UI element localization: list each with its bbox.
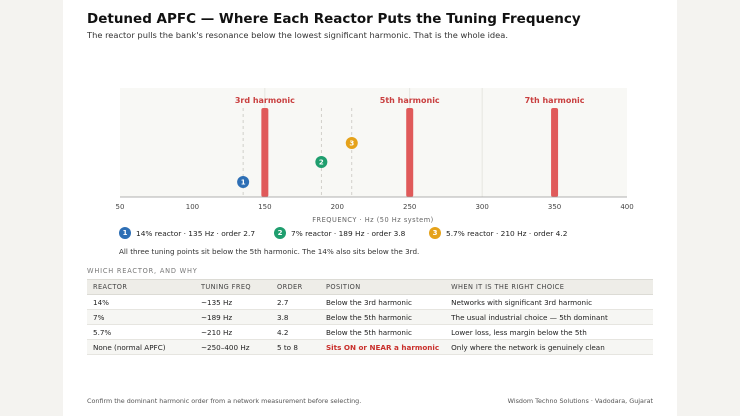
table-cell: Below the 5th harmonic xyxy=(320,309,446,325)
x-tick-label: 300 xyxy=(475,203,488,211)
table-cell: ~135 Hz xyxy=(195,294,271,310)
x-tick-label: 400 xyxy=(620,203,633,211)
table-row: 14% ~135 Hz 2.7 Below the 3rd harmonic N… xyxy=(87,294,653,310)
tuning-point-3 xyxy=(345,137,358,149)
harmonic-bar xyxy=(261,108,269,197)
chart-note: All three tuning points sit below the 5t… xyxy=(119,247,420,256)
column-header: REACTOR xyxy=(87,279,195,295)
table-cell: 4.2 xyxy=(271,324,320,340)
harmonic-bar xyxy=(406,108,414,197)
legend-item-label: 14% reactor · 135 Hz · order 2.7 xyxy=(136,228,256,238)
badge-1-icon: 1 xyxy=(119,227,131,239)
table-row: 5.7% ~210 Hz 4.2 Below the 5th harmonic … xyxy=(87,324,653,340)
harmonic-bar xyxy=(551,108,559,197)
table-row: None (normal APFC) ~250–400 Hz 5 to 8 Si… xyxy=(87,339,653,355)
table-cell: ~189 Hz xyxy=(195,309,271,325)
badge-2-icon: 2 xyxy=(274,227,286,239)
harmonic-label: 5th harmonic xyxy=(380,96,440,105)
footer-credit: Wisdom Techno Solutions · Vadodara, Guja… xyxy=(507,397,653,405)
x-tick-label: 250 xyxy=(403,203,416,211)
tuning-point-1 xyxy=(237,176,250,188)
column-header: POSITION xyxy=(320,279,446,295)
x-tick-label: 100 xyxy=(186,203,199,211)
tuning-point-2 xyxy=(315,156,328,168)
tuning-frequency-chart: 3rd harmonic 5th harmonic 7th harmonic 1 2 3… xyxy=(116,88,634,224)
table-cell: None (normal APFC) xyxy=(87,339,195,355)
column-header: ORDER xyxy=(271,279,320,295)
plot-area xyxy=(120,88,627,197)
page-title: Detuned APFC — Where Each Reactor Puts t… xyxy=(87,11,581,27)
table-cell: 3.8 xyxy=(271,309,320,325)
page-subtitle: The reactor pulls the bank's resonance b… xyxy=(87,30,509,40)
tuning-point-label: 1 xyxy=(241,179,246,187)
table-cell: Below the 3rd harmonic xyxy=(320,294,446,310)
page-margin-left xyxy=(0,0,63,416)
harmonic-label: 3rd harmonic xyxy=(235,96,295,105)
table-cell: 7% xyxy=(87,309,195,325)
table-row: 7% ~189 Hz 3.8 Below the 5th harmonic Th… xyxy=(87,309,653,325)
x-tick-label: 50 xyxy=(116,203,125,211)
harmonic-label: 7th harmonic xyxy=(525,96,585,105)
legend-item-label: 7% reactor · 189 Hz · order 3.8 xyxy=(291,228,406,238)
table-cell: Lower loss, less margin below the 5th xyxy=(445,324,653,340)
reactor-table: REACTOR TUNING FREQ ORDER POSITION WHEN … xyxy=(87,279,653,355)
x-axis-label: FREQUENCY · Hz (50 Hz system) xyxy=(312,216,433,224)
x-tick-label: 200 xyxy=(331,203,344,211)
table-cell: 14% xyxy=(87,294,195,310)
footer-note: Confirm the dominant harmonic order from… xyxy=(87,397,362,405)
legend-item-3: 3 5.7% reactor · 210 Hz · order 4.2 xyxy=(429,227,567,239)
page-margin-right xyxy=(677,0,740,416)
column-header: WHEN IT IS THE RIGHT CHOICE xyxy=(445,279,653,295)
table-cell: ~210 Hz xyxy=(195,324,271,340)
legend-item-1: 1 14% reactor · 135 Hz · order 2.7 xyxy=(119,227,255,239)
chart-legend: 1 14% reactor · 135 Hz · order 2.7 2 7% … xyxy=(0,227,740,241)
table-header-row: REACTOR TUNING FREQ ORDER POSITION WHEN … xyxy=(87,279,653,295)
x-tick-label: 350 xyxy=(548,203,561,211)
tuning-point-label: 3 xyxy=(349,140,354,148)
badge-3-icon: 3 xyxy=(429,227,441,239)
table-cell: 2.7 xyxy=(271,294,320,310)
table-cell: 5 to 8 xyxy=(271,339,320,355)
table-cell: The usual industrial choice — 5th domina… xyxy=(445,309,653,325)
legend-item-label: 5.7% reactor · 210 Hz · order 4.2 xyxy=(446,228,568,238)
tuning-point-label: 2 xyxy=(319,159,324,167)
table-cell: 5.7% xyxy=(87,324,195,340)
table-cell: ~250–400 Hz xyxy=(195,339,271,355)
table-cell: Only where the network is genuinely clea… xyxy=(445,339,653,355)
column-header: TUNING FREQ xyxy=(195,279,271,295)
table-cell: Networks with significant 3rd harmonic xyxy=(445,294,653,310)
x-tick-label: 150 xyxy=(258,203,271,211)
table-cell: Below the 5th harmonic xyxy=(320,324,446,340)
table-cell-warning: Sits ON or NEAR a harmonic xyxy=(320,339,446,355)
legend-item-2: 2 7% reactor · 189 Hz · order 3.8 xyxy=(274,227,405,239)
section-heading: WHICH REACTOR, AND WHY xyxy=(87,267,198,275)
